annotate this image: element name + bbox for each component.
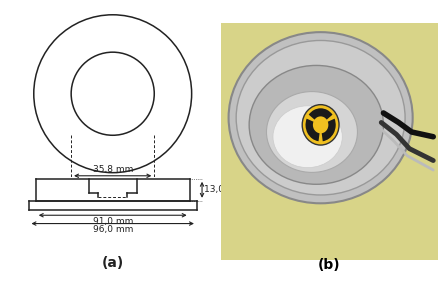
Circle shape <box>302 105 339 145</box>
Wedge shape <box>322 119 336 141</box>
Text: (a): (a) <box>102 256 124 270</box>
Text: 96,0 mm: 96,0 mm <box>92 225 133 234</box>
Text: (b): (b) <box>318 258 341 272</box>
Text: 13,0 mm: 13,0 mm <box>204 185 244 194</box>
Text: 91,0 mm: 91,0 mm <box>92 217 133 226</box>
Ellipse shape <box>267 92 358 172</box>
Ellipse shape <box>249 65 384 184</box>
Ellipse shape <box>273 106 342 168</box>
Ellipse shape <box>229 32 413 203</box>
Wedge shape <box>309 108 332 120</box>
Wedge shape <box>305 119 320 141</box>
Circle shape <box>318 122 323 127</box>
Ellipse shape <box>236 40 405 195</box>
Text: 35,8 mm: 35,8 mm <box>92 165 133 174</box>
